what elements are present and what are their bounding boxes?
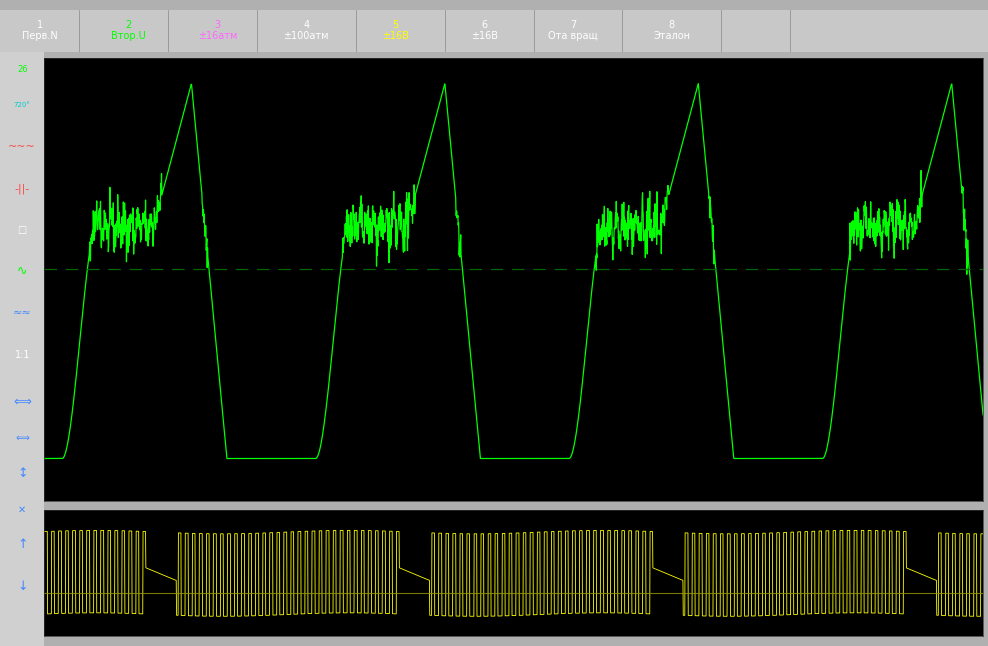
Text: ∿: ∿ <box>17 265 28 278</box>
Text: ~~~: ~~~ <box>8 141 37 152</box>
Text: 1
Перв.N: 1 Перв.N <box>22 20 57 41</box>
Text: 5
±16В: 5 ±16В <box>381 20 409 41</box>
Text: 6
±16В: 6 ±16В <box>470 20 498 41</box>
Text: -||-: -||- <box>15 183 30 194</box>
Text: 3
±16атм: 3 ±16атм <box>198 20 237 41</box>
Text: 7
Ота вращ: 7 Ота вращ <box>548 20 598 41</box>
Text: ↕: ↕ <box>17 467 28 480</box>
Text: 8
Эталон: 8 Эталон <box>653 20 691 41</box>
Text: ⟺: ⟺ <box>15 433 30 443</box>
Text: ↑: ↑ <box>17 539 28 552</box>
Text: 1:1: 1:1 <box>15 349 30 360</box>
Text: ✕: ✕ <box>18 505 27 514</box>
Text: 720°: 720° <box>14 102 31 108</box>
Text: 4
±100атм: 4 ±100атм <box>284 20 329 41</box>
Text: ↓: ↓ <box>17 580 28 593</box>
Text: □: □ <box>18 225 27 235</box>
Text: ≈≈: ≈≈ <box>13 308 32 318</box>
Text: 26: 26 <box>17 65 28 74</box>
Text: ⟺: ⟺ <box>13 396 32 409</box>
Text: 2
Втор.U: 2 Втор.U <box>111 20 146 41</box>
